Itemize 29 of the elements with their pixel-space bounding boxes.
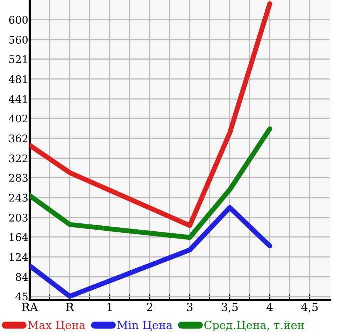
y-tick-label: 441 <box>9 95 28 104</box>
x-tick-label: 1 <box>108 302 112 312</box>
y-tick-label: 402 <box>9 114 28 123</box>
y-tick-label: 600 <box>9 16 28 24</box>
y-tick-label: 124 <box>10 253 28 262</box>
y-tick-label: 283 <box>9 174 28 182</box>
line-series <box>30 2 272 228</box>
y-tick-label: 243 <box>9 194 28 202</box>
line-series <box>30 205 272 299</box>
x-tick-label: 4,5 <box>302 302 318 313</box>
y-tick-label: 322 <box>10 154 28 163</box>
x-tick-label: 3,5 <box>222 302 238 313</box>
x-tick-label: 2 <box>147 302 152 312</box>
x-tick-label: 4 <box>266 302 273 312</box>
legend-label: Сред.Цена, т.йен <box>204 320 304 332</box>
y-tick-label: 164 <box>10 233 28 242</box>
legend-label: Min Цена <box>118 321 173 331</box>
x-tick-label: 3 <box>187 302 193 312</box>
x-tick-label: RA <box>22 303 38 312</box>
y-tick-label: 521 <box>10 56 28 64</box>
y-tick-label: 84 <box>16 273 28 282</box>
legend-label: Max Цена <box>28 321 86 331</box>
line-series <box>30 126 272 240</box>
y-tick-label: 45 <box>16 292 28 301</box>
y-tick-label: 362 <box>10 134 28 143</box>
x-tick-label: R <box>66 303 74 312</box>
y-tick-label: 203 <box>9 214 28 222</box>
y-tick-label: 481 <box>9 75 28 84</box>
y-tick-label: 560 <box>10 36 28 44</box>
